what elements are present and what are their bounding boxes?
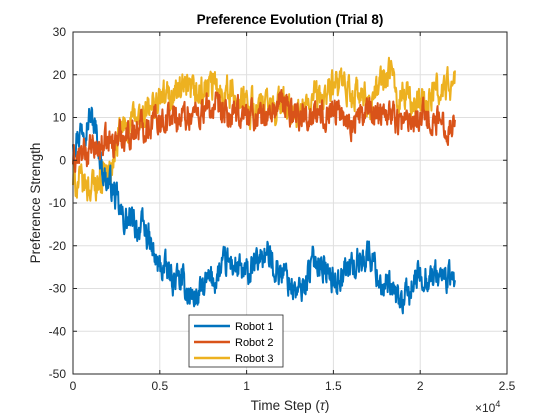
legend: Robot 1 Robot 2 Robot 3 (188, 314, 284, 368)
y-tick-label: -50 (49, 367, 67, 381)
x-tick-label: 1 (243, 379, 250, 393)
y-tick-label: 10 (53, 111, 67, 125)
y-axis-title: Preference Strength (28, 143, 43, 264)
series-line-robot-1 (72, 106, 456, 315)
y-tick-label: -10 (49, 196, 67, 210)
legend-label: Robot 3 (235, 353, 274, 365)
legend-label: Robot 1 (235, 321, 274, 333)
x-tick-label: 0.5 (151, 379, 168, 393)
x-axis-title-symbol: τ (320, 398, 326, 413)
x-tick-label: 2 (417, 379, 424, 393)
y-tick-label: -20 (49, 239, 67, 253)
legend-label: Robot 2 (235, 337, 274, 349)
x-tick-label: 0 (70, 379, 77, 393)
series-layer (72, 56, 456, 315)
y-tick-label: 30 (53, 25, 67, 39)
series-line-robot-2 (72, 89, 456, 173)
x-axis-title: Time Step (τ) (251, 398, 330, 413)
x-tick-label: 2.5 (499, 379, 516, 393)
y-axis-ticks: -50 -40 -30 -20 -10 0 10 20 30 (49, 25, 507, 381)
x-axis-exponent-power: 4 (495, 399, 500, 409)
y-tick-label: -30 (49, 282, 67, 296)
x-axis-title-prefix: Time Step ( (251, 398, 321, 413)
y-tick-label: -40 (49, 324, 67, 338)
y-tick-label: 20 (53, 68, 67, 82)
x-axis-exponent: ×104 (475, 399, 500, 415)
y-tick-label: 0 (59, 153, 66, 167)
chart-title: Preference Evolution (Trial 8) (197, 12, 384, 27)
x-tick-label: 1.5 (325, 379, 342, 393)
x-axis-title-suffix: ) (325, 398, 330, 413)
x-axis-exponent-base: ×10 (475, 401, 496, 415)
x-axis-ticks: 0 0.5 1 1.5 2 2.5 (70, 32, 516, 393)
